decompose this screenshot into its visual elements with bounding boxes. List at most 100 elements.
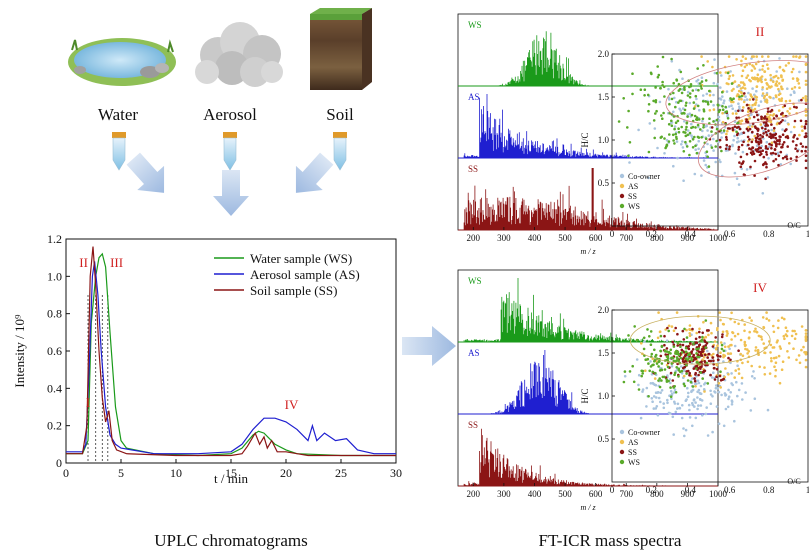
van-krevelen-point [642, 336, 646, 340]
van-krevelen-point [709, 100, 713, 103]
van-krevelen-point [627, 154, 630, 158]
van-krevelen-point [703, 353, 707, 357]
van-krevelen-point [682, 150, 686, 153]
van-krevelen-point [727, 82, 730, 86]
van-krevelen-point [801, 145, 804, 148]
van-krevelen-point [727, 388, 730, 392]
van-krevelen-point [656, 336, 660, 340]
van-krevelen-point [646, 357, 650, 361]
hc-axis-label: H/C [580, 388, 590, 403]
van-krevelen-point [726, 117, 730, 120]
van-krevelen-point [773, 148, 777, 151]
van-krevelen-point [692, 398, 696, 401]
van-krevelen-point [698, 391, 702, 395]
van-krevelen-point [711, 395, 714, 398]
van-krevelen-point [755, 144, 759, 148]
van-krevelen-point [729, 343, 732, 347]
van-krevelen-point [683, 88, 686, 91]
van-krevelen-point [694, 416, 698, 420]
van-krevelen-point [704, 79, 708, 82]
van-krevelen-point [694, 382, 697, 386]
cluster-ellipse [665, 60, 809, 126]
van-krevelen-point [683, 120, 686, 123]
van-krevelen-point [712, 352, 715, 356]
van-krevelen-point [617, 120, 621, 123]
van-krevelen-point [714, 160, 717, 164]
van-krevelen-point [741, 109, 744, 112]
van-krevelen-point [717, 382, 721, 385]
van-krevelen-point [686, 94, 690, 97]
van-krevelen-point [721, 105, 724, 108]
van-krevelen-point [721, 108, 725, 111]
van-krevelen-point [701, 350, 705, 353]
van-krevelen-point [653, 383, 656, 387]
van-krevelen-point [781, 68, 785, 72]
van-krevelen-point [659, 354, 663, 358]
van-krevelen-point [672, 164, 675, 168]
van-krevelen-point [786, 136, 790, 140]
mz-axis-label: m / z [580, 247, 596, 256]
van-krevelen-point [700, 136, 703, 139]
van-krevelen-point [795, 159, 798, 162]
van-krevelen-point [736, 394, 739, 398]
van-krevelen-point [740, 376, 744, 380]
hc-tick-label: 0.5 [598, 178, 610, 188]
van-krevelen-point [682, 374, 686, 378]
van-krevelen-point [715, 71, 719, 75]
van-krevelen-point [708, 94, 712, 97]
van-krevelen-point [673, 371, 677, 375]
van-krevelen-point [746, 360, 750, 364]
van-krevelen-point [717, 115, 721, 119]
van-krevelen-point [790, 334, 794, 338]
oc-axis-label: O/C [787, 221, 800, 230]
van-krevelen-point [700, 338, 704, 342]
van-krevelen-point [687, 403, 691, 407]
van-krevelen-point [754, 346, 758, 349]
van-krevelen-point [750, 364, 753, 368]
van-krevelen-point [651, 400, 654, 404]
van-krevelen-point [660, 362, 664, 365]
van-krevelen-point [663, 349, 667, 352]
van-krevelen-point [766, 63, 769, 66]
van-krevelen-point [680, 143, 683, 146]
van-krevelen-point [681, 343, 685, 347]
van-krevelen-point [692, 101, 696, 104]
van-krevelen-point [674, 121, 678, 124]
van-krevelen-point [755, 98, 758, 102]
van-krevelen-point [733, 320, 737, 324]
van-krevelen-point [783, 119, 787, 123]
van-krevelen-point [778, 345, 782, 348]
van-krevelen-point [661, 84, 664, 87]
van-krevelen-point [729, 352, 733, 355]
van-krevelen-point [737, 102, 740, 105]
mz-tick-label: 400 [528, 233, 542, 243]
van-krevelen-point [709, 144, 713, 147]
van-krevelen-point [767, 157, 770, 160]
van-krevelen-point [804, 62, 808, 66]
van-krevelen-point [781, 87, 784, 91]
van-krevelen-point [802, 345, 805, 349]
van-krevelen-point [769, 152, 773, 155]
van-krevelen-point [761, 92, 765, 95]
van-krevelen-point [659, 87, 662, 90]
van-krevelen-point [717, 119, 721, 122]
van-krevelen-point [777, 154, 781, 158]
van-krevelen-point [753, 377, 756, 380]
van-krevelen-point [774, 82, 778, 86]
van-krevelen-point [660, 114, 663, 117]
van-krevelen-point [772, 96, 775, 100]
van-krevelen-point [713, 378, 717, 381]
vk-legend-swatch [619, 193, 625, 199]
van-krevelen-point [647, 362, 650, 365]
van-krevelen-point [705, 406, 708, 409]
van-krevelen-point [756, 132, 759, 136]
van-krevelen-point [772, 133, 775, 137]
van-krevelen-point [677, 101, 680, 104]
van-krevelen-point [679, 356, 682, 360]
van-krevelen-point [707, 134, 711, 137]
van-krevelen-point [670, 57, 673, 61]
van-krevelen-point [728, 347, 731, 351]
van-krevelen-point [730, 382, 733, 385]
van-krevelen-point [772, 159, 775, 163]
van-krevelen-point [770, 357, 773, 360]
